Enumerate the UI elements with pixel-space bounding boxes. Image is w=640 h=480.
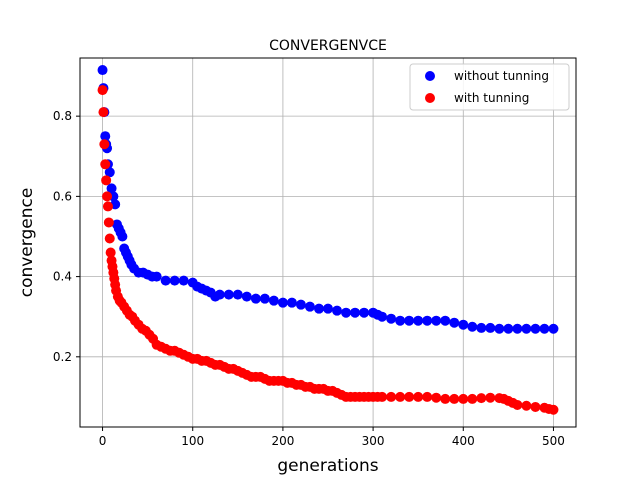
data-point (341, 307, 352, 318)
data-point (350, 307, 361, 318)
data-point (494, 323, 505, 334)
data-point (377, 391, 388, 402)
data-point (286, 297, 297, 308)
data-point (313, 303, 324, 314)
x-tick-label: 400 (452, 434, 475, 448)
data-point (512, 323, 523, 334)
data-point (548, 323, 559, 334)
data-point (458, 393, 469, 404)
data-point (232, 289, 243, 300)
data-point (151, 271, 162, 282)
data-point (431, 315, 442, 326)
series-1 (97, 85, 559, 415)
data-point (440, 393, 451, 404)
data-point (521, 400, 532, 411)
data-point (395, 391, 406, 402)
data-point (106, 183, 117, 194)
y-axis-label: convergence (17, 188, 37, 298)
data-point (449, 317, 460, 328)
data-point (386, 313, 397, 324)
data-point (102, 191, 113, 202)
data-point (100, 131, 111, 142)
x-tick-label: 300 (362, 434, 385, 448)
x-tick-label: 0 (99, 434, 107, 448)
legend-marker (425, 71, 435, 81)
y-tick-label: 0.6 (53, 189, 72, 203)
x-tick-label: 100 (181, 434, 204, 448)
data-point (102, 201, 113, 212)
data-point (422, 315, 433, 326)
data-point (485, 322, 496, 333)
data-point (241, 291, 252, 302)
data-point (268, 295, 279, 306)
data-point (377, 311, 388, 322)
data-point (431, 392, 442, 403)
data-point (97, 85, 108, 96)
data-point (359, 307, 370, 318)
data-point (503, 323, 514, 334)
data-point (449, 393, 460, 404)
data-points (97, 65, 559, 415)
data-point (485, 392, 496, 403)
data-point (100, 159, 111, 170)
data-point (104, 233, 115, 244)
data-point (539, 323, 550, 334)
data-point (101, 175, 112, 186)
data-point (404, 315, 415, 326)
data-point (160, 275, 171, 286)
data-point (476, 393, 487, 404)
data-point (395, 315, 406, 326)
chart-title: CONVERGENVCE (269, 38, 387, 54)
x-tick-label: 500 (542, 434, 565, 448)
data-point (548, 404, 559, 415)
legend-label: without tunning (454, 69, 549, 83)
data-point (530, 323, 541, 334)
data-point (404, 391, 415, 402)
plot-frame (79, 57, 577, 428)
data-point (413, 391, 424, 402)
data-point (277, 297, 288, 308)
data-point (169, 275, 180, 286)
data-point (103, 217, 114, 228)
y-tick-label: 0.8 (53, 109, 72, 123)
data-point (105, 247, 116, 258)
legend-marker (425, 93, 435, 103)
data-point (467, 393, 478, 404)
data-point (104, 167, 115, 178)
data-point (295, 299, 306, 310)
data-point (98, 107, 109, 118)
x-axis-label: generations (277, 456, 378, 476)
data-point (99, 139, 110, 150)
data-point (214, 289, 225, 300)
data-point (259, 293, 270, 304)
data-point (178, 275, 189, 286)
data-point (422, 391, 433, 402)
series-0 (97, 65, 559, 334)
y-tick-label: 0.2 (53, 350, 72, 364)
data-point (386, 391, 397, 402)
data-point (97, 65, 108, 76)
data-point (458, 319, 469, 330)
data-point (250, 293, 261, 304)
data-point (530, 401, 541, 412)
legend-box (409, 63, 570, 111)
data-point (440, 315, 451, 326)
legend-label: with tunning (454, 91, 529, 105)
legend: without tunning with tunning (409, 63, 570, 111)
data-point (413, 315, 424, 326)
ticks: 0 100 200 300 400 500 0.2 0.4 0.6 0.8 (53, 109, 565, 448)
data-point (304, 301, 315, 312)
data-point (223, 289, 234, 300)
data-point (323, 303, 333, 314)
y-tick-label: 0.4 (53, 270, 72, 284)
data-point (332, 305, 343, 316)
data-point (521, 323, 532, 334)
data-point (476, 322, 487, 333)
data-point (117, 231, 128, 242)
grid (80, 58, 576, 427)
x-tick-label: 200 (271, 434, 294, 448)
data-point (512, 399, 523, 410)
data-point (467, 321, 478, 332)
